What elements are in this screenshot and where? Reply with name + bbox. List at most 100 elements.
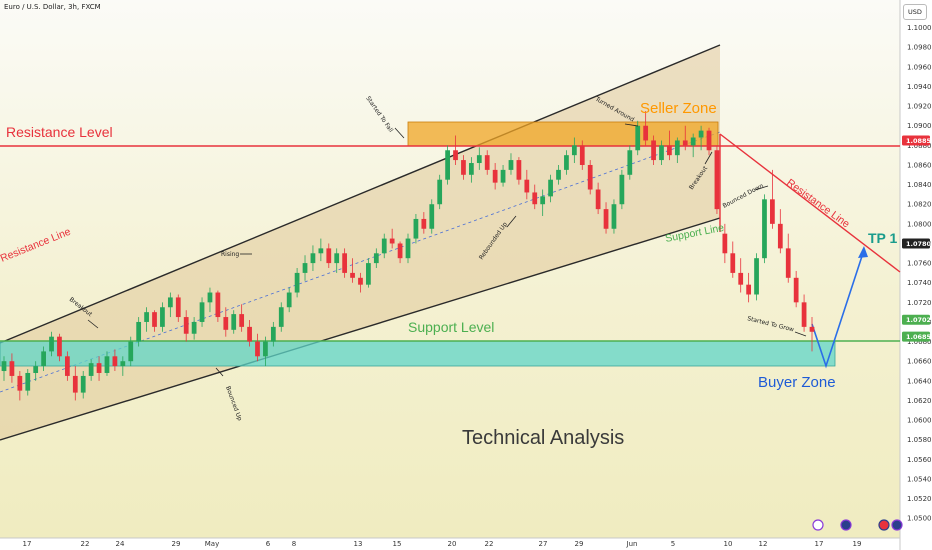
candle-body <box>57 336 62 357</box>
candle-body <box>484 155 490 170</box>
descending-resistance-line <box>719 133 901 273</box>
candle-body <box>199 302 205 322</box>
candle-body <box>326 248 332 264</box>
price-tick-label: 1.06200 <box>907 397 932 405</box>
candle-body <box>603 209 609 229</box>
chart-title: Technical Analysis <box>462 427 624 449</box>
candle-body <box>144 312 149 322</box>
time-tick-label: 17 <box>23 540 32 548</box>
time-axis-panel <box>0 538 900 550</box>
time-tick-label: 29 <box>172 540 181 548</box>
tp1-label: TP 1 <box>868 230 898 246</box>
support-level-label: Support Level <box>408 319 494 335</box>
channel-lower-line <box>0 217 721 441</box>
candle-body <box>651 140 656 161</box>
price-tick-label: 1.05000 <box>907 515 932 523</box>
candle-body <box>421 218 427 229</box>
candle-body <box>659 145 664 161</box>
time-tick-label: 5 <box>671 540 675 548</box>
price-tick-label: 1.07200 <box>907 299 932 307</box>
candle-body <box>801 302 807 327</box>
candle-body <box>587 164 593 190</box>
candle-body <box>64 356 70 376</box>
candle-body <box>72 375 78 393</box>
candle-body <box>413 218 419 239</box>
annotation-arrow-rebounded-up <box>506 215 517 228</box>
candle-body <box>310 253 316 264</box>
candle-body <box>373 253 379 264</box>
price-tag-box <box>902 331 930 342</box>
annotation-arrow-bounced-down <box>754 185 769 191</box>
annotation-arrow-turned-around <box>624 123 639 127</box>
candle-body <box>104 356 110 373</box>
us-flag-event-icon[interactable] <box>878 519 890 531</box>
candle-body <box>381 238 387 254</box>
candle-body <box>476 155 482 164</box>
price-tick-label: 1.08800 <box>907 142 932 150</box>
candle-body <box>500 169 506 183</box>
candle-body <box>302 263 308 273</box>
price-tick-label: 1.08400 <box>907 181 932 189</box>
candle-body <box>405 238 411 259</box>
candle-body <box>548 179 553 197</box>
candle-body <box>88 363 94 376</box>
candle-body <box>453 150 458 161</box>
time-tick-label: 22 <box>81 540 90 548</box>
candle-body <box>270 326 276 342</box>
candle-body <box>611 204 617 229</box>
price-tick-label: 1.05600 <box>907 456 932 464</box>
candle-body <box>722 233 728 254</box>
price-tag-label: 1.08850 <box>906 137 932 145</box>
price-tick-label: 1.07400 <box>907 279 932 287</box>
projection-path <box>811 249 865 369</box>
price-tick-label: 1.06400 <box>907 377 932 385</box>
candle-body <box>231 314 237 330</box>
price-tick-label: 1.08600 <box>907 161 932 169</box>
annotation-rising: Rising <box>221 251 239 258</box>
candle-body <box>690 137 696 146</box>
candle-body <box>318 248 324 254</box>
annotation-arrow-started-to-grow <box>794 331 807 337</box>
price-tick-label: 1.09400 <box>907 83 932 91</box>
price-tag-box <box>902 314 930 325</box>
candle-body <box>207 292 213 303</box>
eu-flag-event-icon-2[interactable] <box>891 519 903 531</box>
candle-body <box>738 272 744 285</box>
candles-group <box>1 111 815 401</box>
price-tick-label: 1.05200 <box>907 495 932 503</box>
candle-body <box>619 174 625 205</box>
candle-body <box>532 192 538 205</box>
time-tick-label: 8 <box>292 540 296 548</box>
candle-body <box>809 326 815 332</box>
candle-body <box>714 150 720 210</box>
candle-body <box>579 145 585 165</box>
currency-badge[interactable]: USD <box>903 4 927 20</box>
candle-body <box>706 130 712 151</box>
candle-body <box>286 292 292 308</box>
candle-body <box>191 321 197 334</box>
time-tick-label: 12 <box>759 540 768 548</box>
price-tick-label: 1.09800 <box>907 44 932 52</box>
price-tick-label: 1.09000 <box>907 122 932 130</box>
price-tick-label: 1.10000 <box>907 24 932 32</box>
price-tags: 1.08850 1.07800 1.07023 1.06850 <box>902 135 932 342</box>
candle-body <box>698 130 704 138</box>
candle-body <box>239 314 245 327</box>
candle-body <box>389 238 395 244</box>
eu-flag-event-icon[interactable] <box>840 519 852 531</box>
candle-body <box>762 199 767 259</box>
candle-body <box>468 163 474 175</box>
time-tick-label: May <box>205 540 219 548</box>
time-tick-label: 17 <box>815 540 824 548</box>
candle-body <box>564 155 569 170</box>
lightning-event-icon[interactable] <box>812 519 824 531</box>
candle-body <box>437 179 443 205</box>
candle-body <box>49 336 54 352</box>
candle-body <box>540 196 546 205</box>
price-tag-box <box>902 135 930 146</box>
candle-body <box>175 297 181 318</box>
candle-body <box>33 366 39 373</box>
price-axis-ticks: 1.10000 1.09800 1.09600 1.09400 1.09200 1.090… <box>907 24 932 523</box>
